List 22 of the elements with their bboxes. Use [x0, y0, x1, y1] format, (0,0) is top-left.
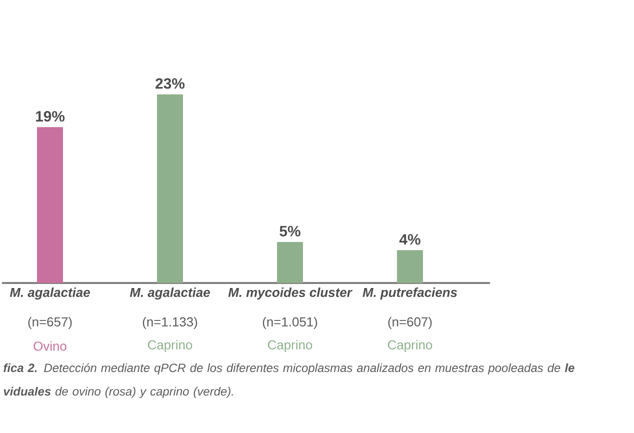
- text: (n=1.051): [262, 316, 318, 330]
- data-label: 23%: [156, 78, 185, 89]
- text: Ovino: [34, 341, 66, 351]
- text: (n=607): [388, 316, 432, 330]
- x-tick-label: M. mycoides cluster: [228, 288, 352, 300]
- x-tick-label: M. agalactiae: [10, 288, 90, 300]
- data-label: 4%: [399, 234, 420, 245]
- text: fica 2. Detección mediante qPCR de los diferentes micoplasmas analizados en muestras pooleadas de le: [4, 363, 574, 374]
- bar: [156, 94, 183, 283]
- text: Caprino: [268, 340, 312, 352]
- text: (n=1.133): [142, 316, 198, 330]
- bar: [276, 242, 303, 283]
- text: Caprino: [148, 340, 192, 352]
- bar: [37, 127, 64, 283]
- x-tick-label: M. putrefaciens: [362, 288, 458, 300]
- text: (n=657): [28, 316, 72, 330]
- text: Caprino: [388, 340, 432, 352]
- text: viduales de ovino (rosa) y caprino (verde).: [4, 386, 233, 398]
- bar: [396, 250, 423, 283]
- x-tick-label: M. agalactiae: [130, 288, 210, 300]
- data-label: 19%: [36, 111, 65, 122]
- data-label: 5%: [280, 226, 300, 236]
